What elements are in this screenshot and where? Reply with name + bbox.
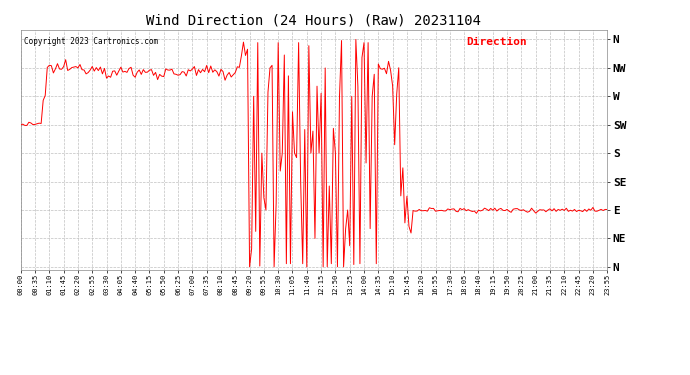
Title: Wind Direction (24 Hours) (Raw) 20231104: Wind Direction (24 Hours) (Raw) 20231104: [146, 13, 482, 27]
Text: Copyright 2023 Cartronics.com: Copyright 2023 Cartronics.com: [23, 37, 158, 46]
Text: Direction: Direction: [466, 37, 527, 47]
